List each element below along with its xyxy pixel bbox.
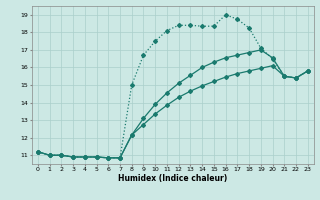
X-axis label: Humidex (Indice chaleur): Humidex (Indice chaleur) [118, 174, 228, 183]
